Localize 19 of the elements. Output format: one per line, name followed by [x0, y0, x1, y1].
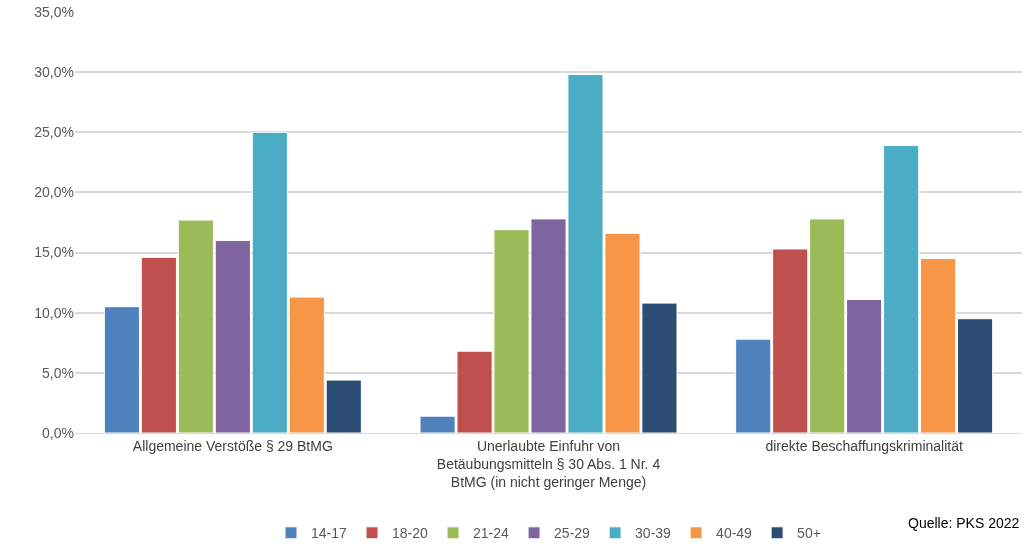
- x-tick-label: direkte Beschaffungskriminalität: [765, 437, 963, 454]
- legend-label: 40-49: [716, 525, 753, 542]
- legend-label: 50+: [797, 525, 821, 542]
- legend-label: 30-39: [635, 525, 672, 542]
- legend-label: 18-20: [392, 525, 429, 542]
- y-tick-label: 25,0%: [34, 124, 74, 141]
- y-tick-label: 30,0%: [34, 64, 74, 81]
- legend-label: 21-24: [473, 525, 510, 542]
- source-note: Quelle: PKS 2022: [908, 515, 1020, 531]
- legend-label: 25-29: [554, 525, 591, 542]
- y-tick-label: 5,0%: [42, 364, 74, 381]
- y-tick-label: 10,0%: [34, 304, 74, 321]
- y-tick-label: 35,0%: [34, 3, 74, 20]
- y-tick-label: 15,0%: [34, 244, 74, 261]
- y-tick-label: 0,0%: [42, 424, 74, 441]
- legend-label: 14-17: [311, 525, 348, 542]
- y-tick-label: 20,0%: [34, 184, 74, 201]
- x-tick-label: Allgemeine Verstöße § 29 BtMG: [132, 437, 333, 454]
- x-tick-label: Unerlaubte Einfuhr von Betäubungsmitteln § 30 Abs. 1 Nr. 4 BtMG (in nicht geringer Menge): [436, 437, 661, 491]
